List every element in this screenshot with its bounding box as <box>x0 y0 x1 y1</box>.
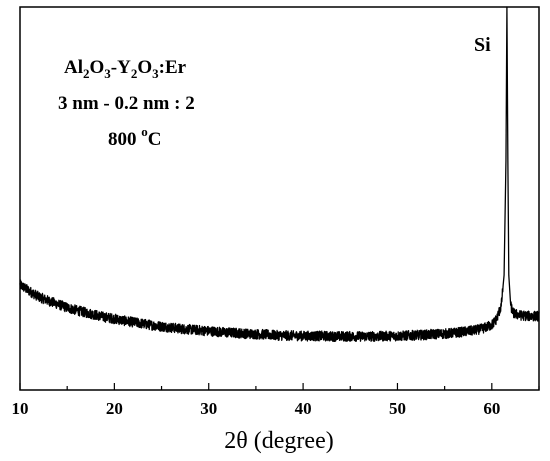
annotation-thickness: 3 nm - 0.2 nm : 2 <box>58 93 195 114</box>
x-tick-label: 30 <box>200 399 217 418</box>
x-tick-label: 10 <box>12 399 29 418</box>
annotation-temperature: 800 oC <box>108 124 161 150</box>
x-tick-label: 60 <box>483 399 500 418</box>
x-tick-label: 20 <box>106 399 123 418</box>
series-line <box>19 6 540 342</box>
x-axis-tick-labels: 10 20 30 40 50 60 <box>12 399 501 418</box>
x-tick-label: 50 <box>389 399 406 418</box>
annotation-composition: Al2O3-Y2O3:Er <box>64 57 187 81</box>
plot-frame <box>19 6 540 391</box>
x-axis-ticks <box>19 383 540 390</box>
peak-label-si: Si <box>474 34 491 56</box>
x-tick-label: 40 <box>295 399 312 418</box>
x-axis-title: 2θ (degree) <box>224 428 333 454</box>
